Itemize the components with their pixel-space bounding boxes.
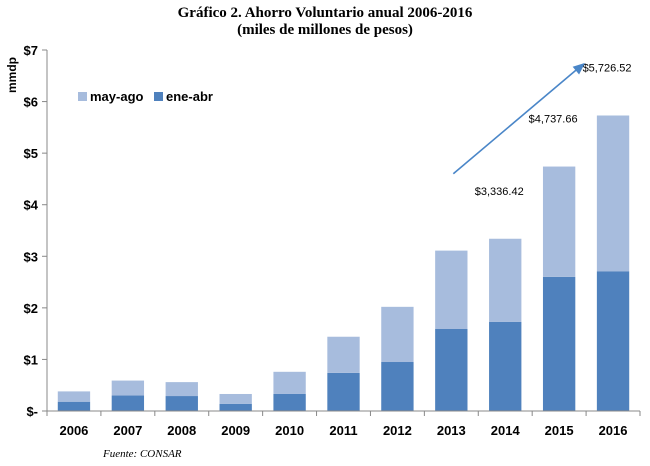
y-tick-label: $2 [24,301,38,316]
x-tick-label: 2006 [59,423,88,438]
annotations: $3,336.42 $4,737.66 $5,726.52 [475,62,632,197]
legend: may-ago ene-abr [78,89,213,104]
y-tick-label: $- [26,404,38,419]
x-ticks: 2006 2007 2008 2009 2010 2011 2012 2013 2014 2015… [46,411,641,438]
bar-ene-abr-2008 [165,396,198,411]
x-tick-label: 2007 [113,423,142,438]
legend-label-ene-abr: ene-abr [166,89,213,104]
legend-swatch-ene-abr [154,92,163,101]
x-tick-label: 2008 [167,423,196,438]
y-tick-label: $4 [24,198,39,213]
x-tick-label: 2013 [437,423,466,438]
bar-may-ago-2015 [542,166,576,277]
y-tick-label: $3 [24,249,38,264]
bar-ene-abr-2015 [542,276,576,411]
data-label-2014: $3,336.42 [475,186,524,198]
bar-may-ago-2007 [111,380,145,396]
bar-may-ago-2008 [165,382,198,397]
trend-arrow [452,62,586,175]
bar-ene-abr-2007 [111,395,145,411]
data-label-2015: $4,737.66 [529,114,578,126]
bar-may-ago-2014 [489,238,522,322]
chart-subtitle: (miles de millones de pesos) [237,22,413,38]
x-tick-label: 2009 [221,423,250,438]
bar-ene-abr-2016 [596,271,630,411]
legend-label-may-ago: may-ago [90,89,144,104]
y-tick-label: $5 [24,146,38,161]
y-tick-label: $1 [24,352,38,367]
bar-ene-abr-2011 [327,372,360,411]
legend-swatch-may-ago [78,92,87,101]
x-tick-label: 2016 [599,423,628,438]
axes [46,50,640,412]
source-note: Fuente: CONSAR [102,448,182,460]
bar-ene-abr-2014 [489,321,522,411]
bars [57,115,630,411]
trend-arrow-line [452,65,582,175]
x-tick-label: 2011 [329,423,357,438]
bar-may-ago-2006 [57,391,91,402]
bar-ene-abr-2009 [219,403,252,411]
x-tick-label: 2010 [275,423,304,438]
bar-may-ago-2016 [596,115,630,272]
bar-may-ago-2009 [219,393,252,404]
x-tick-label: 2015 [545,423,574,438]
bar-ene-abr-2006 [57,401,91,411]
y-tick-label: $6 [24,95,38,110]
bar-may-ago-2010 [273,371,306,394]
y-tick-label: $7 [24,43,38,58]
y-axis-label: mmdp [5,57,19,93]
bar-may-ago-2013 [435,250,468,330]
trend-arrow-head [572,62,586,75]
bar-may-ago-2011 [327,336,360,373]
bar-ene-abr-2013 [435,329,468,411]
y-ticks: $- $1 $2 $3 $4 $5 $6 $7 [24,43,47,419]
bar-may-ago-2012 [381,306,414,363]
x-tick-label: 2014 [491,423,521,438]
bar-ene-abr-2010 [273,393,306,411]
data-label-2016: $5,726.52 [583,62,632,74]
chart-title: Gráfico 2. Ahorro Voluntario anual 2006-… [178,5,473,21]
bar-ene-abr-2012 [381,362,414,411]
x-tick-label: 2012 [383,423,412,438]
